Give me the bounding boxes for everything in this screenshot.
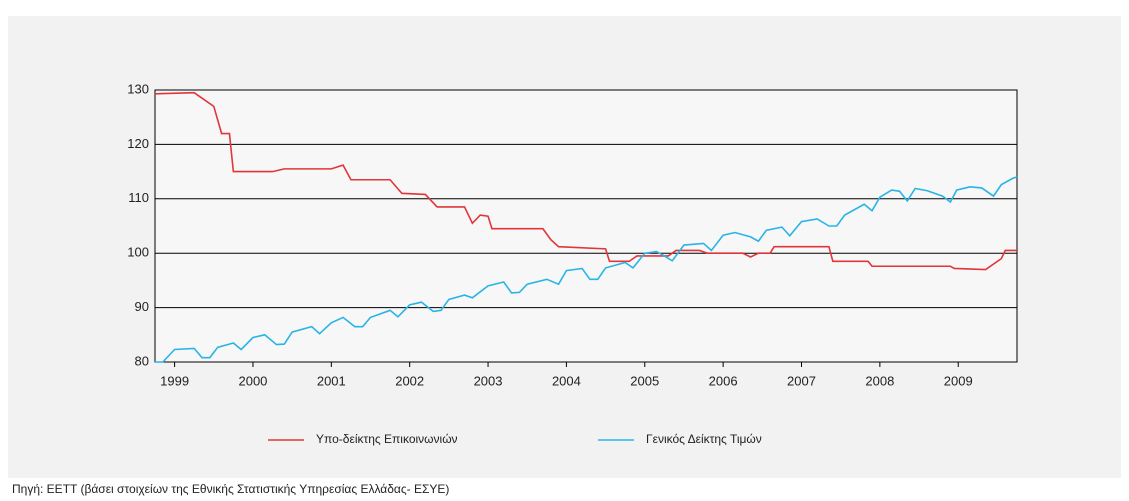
x-tick-label: 2004: [552, 373, 581, 388]
y-tick-label: 90: [135, 299, 149, 314]
y-tick-label: 110: [128, 190, 149, 205]
x-tick-label: 2008: [865, 373, 894, 388]
legend-label: Γενικός Δείκτης Τιμών: [646, 432, 762, 446]
x-tick-label: 2000: [238, 373, 267, 388]
plot-border: [154, 89, 1018, 363]
x-tick-label: 2002: [395, 373, 424, 388]
x-tick-label: 2003: [474, 373, 503, 388]
series-line: [155, 176, 1018, 363]
x-tick-label: 1999: [160, 373, 189, 388]
series-line: [154, 91, 1017, 271]
legend-label: Υπο-δείκτης Επικοινωνιών: [316, 432, 458, 446]
y-tick-label: 120: [127, 136, 149, 151]
x-tick-label: 2005: [630, 373, 659, 388]
source-note: Πηγή: ΕΕΤΤ (βάσει στοιχείων της Εθνικής …: [12, 482, 449, 496]
x-tick-label: 2009: [944, 373, 973, 388]
x-tick-label: 2001: [317, 373, 346, 388]
x-tick-label: 2007: [787, 373, 816, 388]
y-tick-label: 80: [135, 353, 149, 368]
plot-area: [155, 90, 1017, 362]
x-tick-label: 2006: [709, 373, 738, 388]
y-tick-label: 100: [127, 245, 149, 260]
y-tick-label: 130: [127, 81, 149, 96]
